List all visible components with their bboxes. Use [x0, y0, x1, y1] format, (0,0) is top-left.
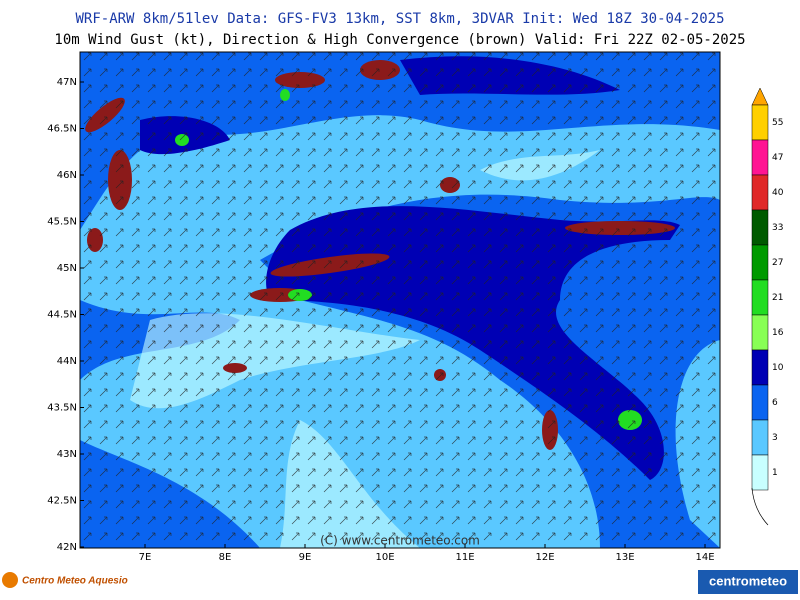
- lon-label: 10E: [375, 552, 394, 563]
- watermark: (C) www.centrometeo.com: [320, 534, 480, 548]
- colorbar-box: [751, 244, 769, 281]
- colorbar-box: [751, 279, 769, 316]
- colorbar-box: [751, 209, 769, 246]
- colorbar-label: 16: [772, 328, 784, 338]
- colorbar-arrow: [751, 87, 769, 106]
- colorbar-box: [751, 454, 769, 491]
- lon-axis: 7E 8E 9E 10E 11E 12E 13E 14E: [139, 544, 715, 563]
- colorbar-label: 33: [772, 223, 783, 233]
- lat-label: 45.5N: [47, 217, 77, 228]
- lat-label: 42N: [57, 542, 77, 553]
- lat-label: 44N: [57, 356, 77, 367]
- colorbar-label: 1: [772, 468, 778, 478]
- map-frame: [79, 51, 721, 549]
- colorbar-label: 21: [772, 293, 783, 303]
- colorbar-box: [751, 419, 769, 456]
- lon-label: 8E: [219, 552, 232, 563]
- colorbar-box: [751, 384, 769, 421]
- colorbar: 55 47 40 33 27 21 16 10 6 3 1: [751, 87, 784, 526]
- colorbar-label: 55: [772, 118, 783, 128]
- subtitle: 10m Wind Gust (kt), Direction & High Con…: [54, 32, 745, 48]
- colorbar-box: [751, 104, 769, 141]
- colorbar-label: 47: [772, 153, 783, 163]
- right-logo-box: [698, 570, 798, 594]
- left-logo-icon: [2, 572, 18, 588]
- colorbar-label: 27: [772, 258, 783, 268]
- left-logo: Centro Meteo Aquesio: [22, 576, 128, 587]
- colorbar-label: 10: [772, 363, 784, 373]
- lat-label: 45N: [57, 263, 77, 274]
- title: WRF-ARW 8km/51lev Data: GFS-FV3 13km, SS…: [75, 11, 724, 27]
- lat-label: 43N: [57, 449, 77, 460]
- lon-label: 9E: [299, 552, 312, 563]
- colorbar-box: [751, 349, 769, 386]
- colorbar-label: 6: [772, 398, 778, 408]
- lon-label: 13E: [615, 552, 634, 563]
- lat-axis: 47N 46.5N 46N 45.5N 45N 44.5N 44N 43.5N 43N 42.5N…: [47, 77, 84, 553]
- lon-label: 12E: [535, 552, 554, 563]
- colorbar-box: [751, 314, 769, 351]
- colorbar-box: [751, 139, 769, 176]
- lon-label: 7E: [139, 552, 152, 563]
- lon-label: 11E: [455, 552, 474, 563]
- lat-label: 43.5N: [47, 403, 77, 414]
- colorbar-tail: [751, 487, 769, 526]
- lon-label: 14E: [695, 552, 714, 563]
- right-logo: centrometeo: [709, 573, 787, 588]
- lat-label: 46.5N: [47, 124, 77, 135]
- lat-label: 42.5N: [47, 496, 77, 507]
- map-field: [80, 52, 720, 548]
- colorbar-box: [751, 174, 769, 211]
- lat-label: 44.5N: [47, 310, 77, 321]
- lat-label: 46N: [57, 170, 77, 181]
- colorbar-label: 3: [772, 433, 778, 443]
- colorbar-label: 40: [772, 188, 784, 198]
- lat-label: 47N: [57, 77, 77, 88]
